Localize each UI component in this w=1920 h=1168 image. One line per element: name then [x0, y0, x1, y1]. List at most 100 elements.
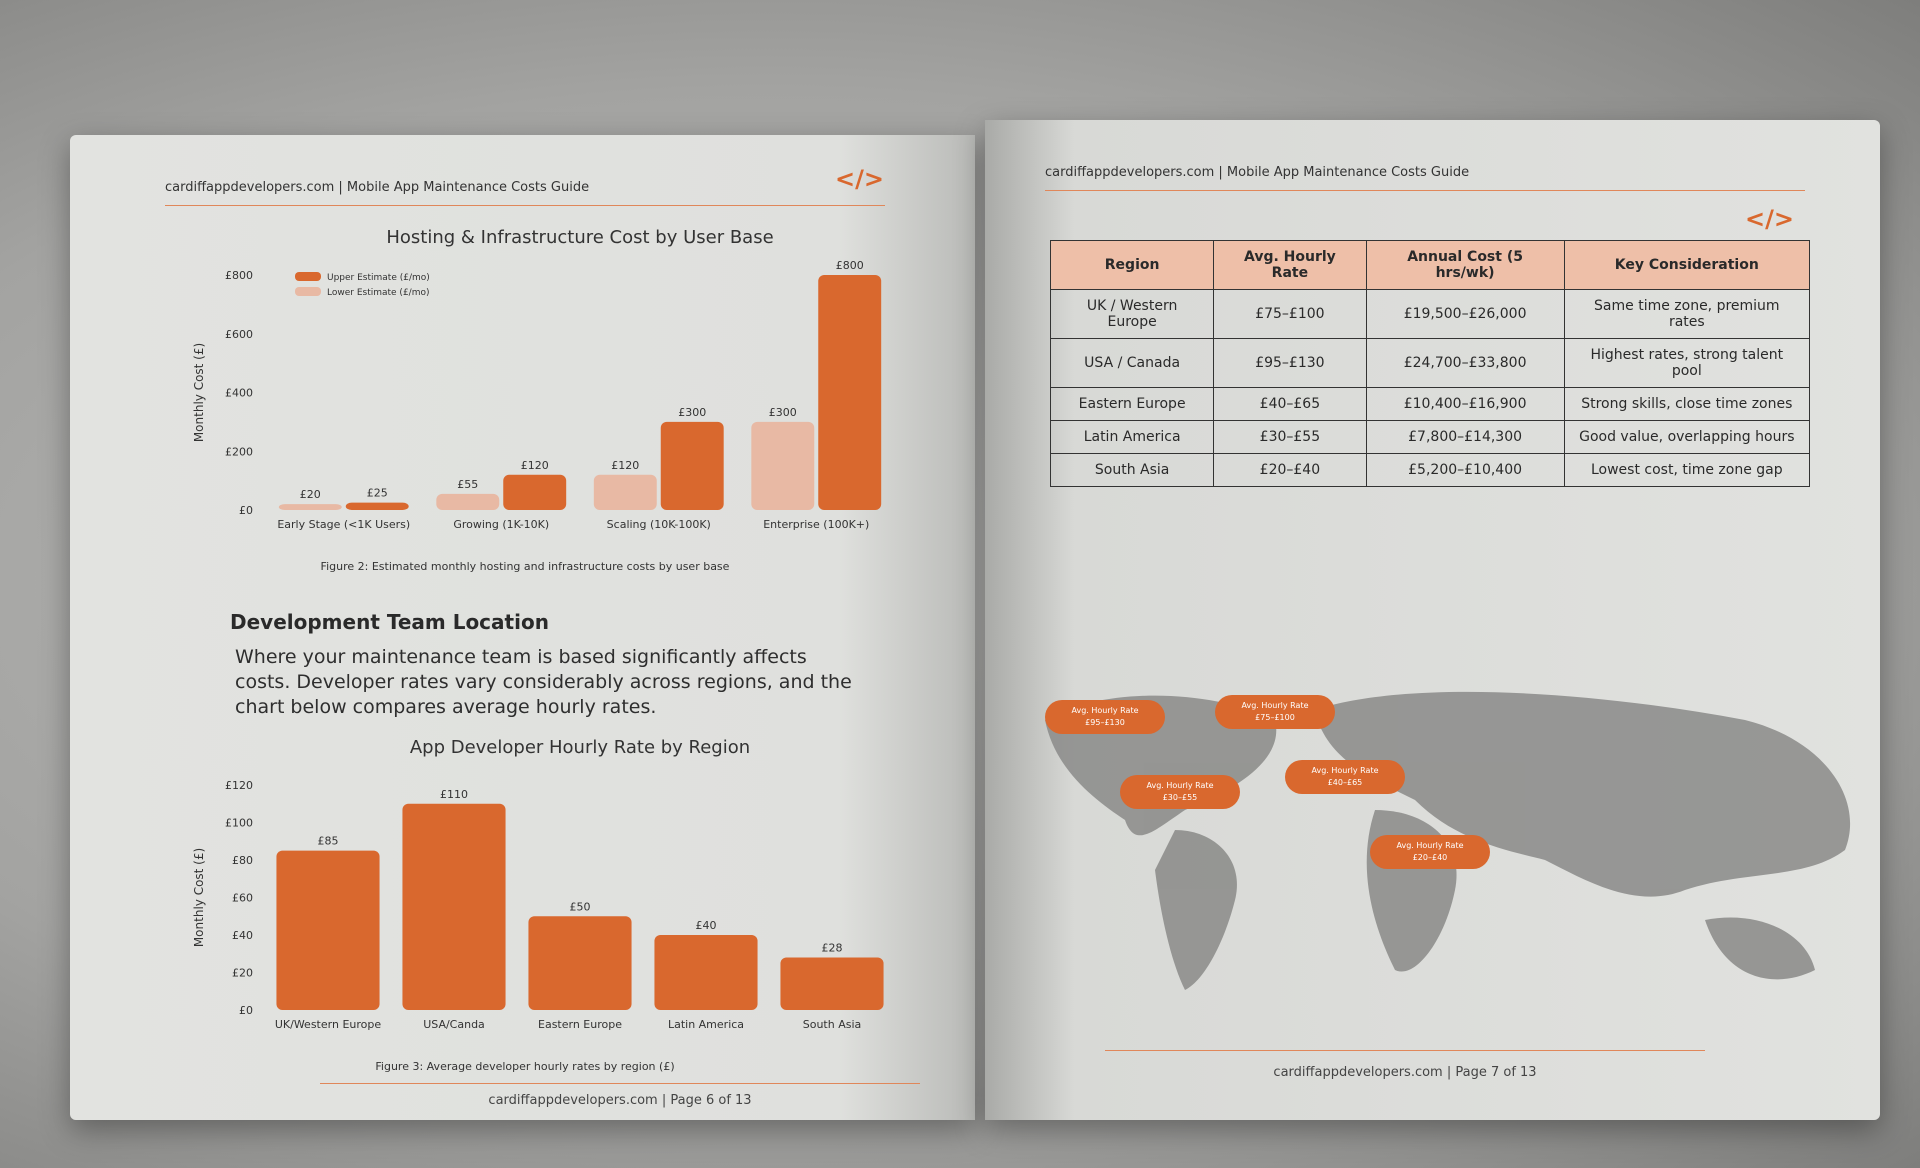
footer-rule	[1105, 1050, 1705, 1051]
bar	[818, 275, 882, 510]
legend-swatch	[295, 287, 321, 296]
x-tick-label: Growing (1K-10K)	[453, 518, 549, 531]
y-tick-label: £800	[225, 269, 253, 282]
table-row: UK / Western Europe £75–£100 £19,500–£26,0…	[1049, 289, 1811, 339]
table-cell: Lowest cost, time zone gap	[1563, 453, 1811, 487]
value-label: £110	[440, 788, 468, 801]
table-cell: Good value, overlapping hours	[1563, 420, 1811, 454]
left-page: cardiffappdevelopers.com | Mobile App Ma…	[70, 135, 975, 1120]
bar	[780, 957, 884, 1010]
table-cell: £7,800–£14,300	[1365, 420, 1565, 454]
bar	[436, 493, 500, 510]
value-label: £28	[822, 942, 843, 955]
page-footer: cardiffappdevelopers.com | Page 6 of 13	[488, 1093, 752, 1108]
value-label: £25	[367, 487, 388, 500]
table-cell: £30–£55	[1213, 420, 1367, 454]
figure-caption: Figure 2: Estimated monthly hosting and …	[320, 560, 730, 573]
table-cell: USA / Canada	[1049, 338, 1215, 388]
table-cell: £24,700–£33,800	[1365, 338, 1565, 388]
table-cell: £19,500–£26,000	[1365, 289, 1565, 339]
header-cell: Avg. Hourly Rate	[1213, 240, 1367, 290]
map-label: Avg. Hourly Rate £75–£100	[1215, 695, 1335, 729]
bar	[660, 421, 724, 510]
value-label: £40	[696, 919, 717, 932]
y-axis-label: Monthly Cost (£)	[192, 343, 206, 442]
x-tick-label: Eastern Europe	[538, 1018, 622, 1031]
map-label-title: Avg. Hourly Rate	[1071, 706, 1139, 715]
y-tick-label: £100	[225, 817, 253, 830]
value-label: £85	[318, 835, 339, 848]
bar	[345, 502, 409, 510]
x-tick-label: Latin America	[668, 1018, 744, 1031]
table-cell: Eastern Europe	[1049, 387, 1215, 421]
table-row: Eastern Europe £40–£65 £10,400–£16,900 Stro…	[1049, 387, 1811, 421]
value-label: £300	[678, 406, 706, 419]
table-cell: South Asia	[1049, 453, 1215, 487]
header-cell: Annual Cost (5 hrs/wk)	[1365, 240, 1565, 290]
table-cell: £40–£65	[1213, 387, 1367, 421]
map-label-value: £75–£100	[1255, 713, 1295, 722]
value-label: £300	[769, 406, 797, 419]
table-cell: £5,200–£10,400	[1365, 453, 1565, 487]
header-cell: Key Consideration	[1563, 240, 1811, 290]
page-footer: cardiffappdevelopers.com | Page 7 of 13	[1273, 1065, 1537, 1080]
y-tick-label: £120	[225, 779, 253, 792]
bar	[278, 504, 342, 510]
table-cell: UK / Western Europe	[1049, 289, 1215, 339]
value-label: £55	[457, 478, 478, 491]
y-tick-label: £80	[232, 854, 253, 867]
x-tick-label: Early Stage (<1K Users)	[277, 518, 410, 531]
x-tick-label: Scaling (10K-100K)	[607, 518, 711, 531]
y-tick-label: £200	[225, 445, 253, 458]
value-label: £800	[836, 259, 864, 272]
paragraph: Where your maintenance team is based sig…	[235, 646, 852, 718]
legend-label: Lower Estimate (£/mo)	[327, 288, 430, 298]
map-label: Avg. Hourly Rate £30–£55	[1120, 775, 1240, 809]
x-tick-label: UK/Western Europe	[275, 1018, 381, 1031]
footer-rule	[320, 1083, 920, 1084]
map-label-title: Avg. Hourly Rate	[1241, 701, 1309, 710]
hosting-chart: Hosting & Infrastructure Cost by User Ba…	[192, 227, 882, 531]
y-tick-label: £20	[232, 967, 253, 980]
value-label: £20	[300, 488, 321, 501]
right-page: cardiffappdevelopers.com | Mobile App Ma…	[985, 120, 1880, 1120]
table-row: USA / Canada £95–£130 £24,700–£33,800 Highe…	[1049, 338, 1811, 388]
map-label-title: Avg. Hourly Rate	[1146, 781, 1214, 790]
table-cell: Highest rates, strong talent pool	[1563, 338, 1811, 388]
legend-label: Upper Estimate (£/mo)	[327, 273, 430, 283]
map-label: Avg. Hourly Rate £40–£65	[1285, 760, 1405, 794]
rates-table: Region Avg. Hourly Rate Annual Cost (5 hrs…	[1049, 240, 1811, 487]
legend-swatch	[295, 272, 321, 281]
page-header: cardiffappdevelopers.com | Mobile App Ma…	[165, 180, 590, 195]
y-axis-label: Monthly Cost (£)	[192, 848, 206, 947]
bar	[276, 850, 380, 1010]
map-label-value: £30–£55	[1162, 793, 1198, 802]
figure-caption: Figure 3: Average developer hourly rates…	[375, 1060, 675, 1073]
chart-title: App Developer Hourly Rate by Region	[410, 737, 750, 758]
table-cell: Latin America	[1049, 420, 1215, 454]
bar	[593, 474, 657, 510]
page-header: cardiffappdevelopers.com | Mobile App Ma…	[1045, 165, 1470, 180]
value-label: £50	[570, 900, 591, 913]
map-label: Avg. Hourly Rate £20–£40	[1370, 835, 1490, 869]
y-tick-label: £60	[232, 892, 253, 905]
bar	[751, 421, 815, 510]
x-tick-label: South Asia	[803, 1018, 862, 1031]
map-label: Avg. Hourly Rate £95–£130	[1045, 700, 1165, 734]
x-tick-label: Enterprise (100K+)	[763, 518, 869, 531]
map-label-value: £20–£40	[1412, 853, 1448, 862]
y-tick-label: £40	[232, 929, 253, 942]
logo: </>	[835, 165, 884, 193]
header-rule	[165, 205, 885, 206]
header-cell: Region	[1049, 240, 1215, 290]
map-label-value: £95–£130	[1085, 718, 1125, 727]
table-cell: £10,400–£16,900	[1365, 387, 1565, 421]
value-label: £120	[611, 459, 639, 472]
rate-chart: App Developer Hourly Rate by Region Month…	[192, 737, 884, 1031]
table-row: South Asia £20–£40 £5,200–£10,400 Lowest co…	[1049, 453, 1811, 487]
table-header-row: Region Avg. Hourly Rate Annual Cost (5 hrs…	[1049, 240, 1811, 290]
value-label: £120	[521, 459, 549, 472]
bar	[402, 803, 506, 1010]
x-tick-label: USA/Canda	[423, 1018, 485, 1031]
table-cell: £95–£130	[1213, 338, 1367, 388]
